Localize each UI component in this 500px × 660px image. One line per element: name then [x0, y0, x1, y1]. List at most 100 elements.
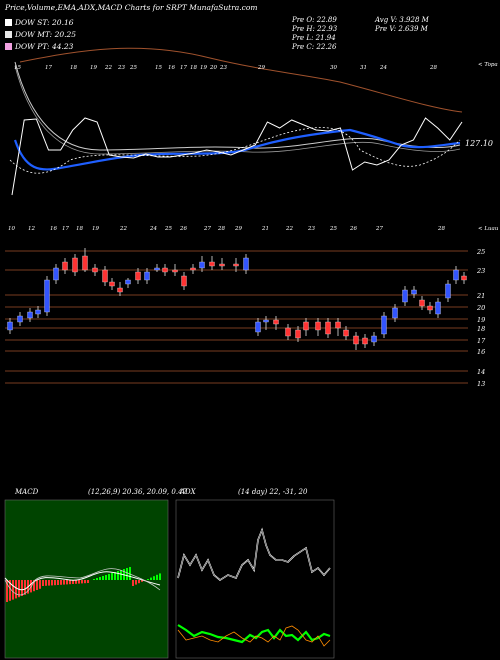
legend-dow-mt-label: DOW MT: 20.25: [15, 30, 77, 39]
macd-bar-positive: [102, 576, 104, 580]
macd-bar-positive: [105, 575, 107, 580]
level-label: 23: [476, 267, 485, 275]
date-label-bottom: 29: [234, 226, 242, 232]
candle-down: [315, 321, 321, 331]
macd-bar-positive: [117, 571, 119, 580]
candle-up: [435, 301, 441, 315]
date-label-top: 17: [180, 65, 187, 71]
prev-volume: Pre V: 2.639 M: [375, 25, 428, 33]
date-label-top: 30: [330, 65, 337, 71]
date-label-bottom: 19: [92, 226, 99, 232]
macd-bar-negative: [6, 580, 8, 602]
date-label-bottom: 10: [8, 226, 15, 232]
macd-bar-negative: [15, 580, 17, 599]
date-label-top: 19: [200, 65, 207, 71]
date-label-top: 16: [168, 65, 175, 71]
candle-up: [35, 309, 41, 315]
adx-line-inner: [177, 529, 331, 581]
date-label-bottom: 28: [437, 226, 445, 232]
macd-bar-negative: [72, 580, 74, 584]
date-label-top: 18: [190, 65, 197, 71]
date-label-bottom: 26: [349, 226, 357, 232]
date-labels-top: 15 17 18 19 22 23 25 15 16 17 18 19 20 23 29 30 31 24 28: [14, 65, 437, 71]
minus-di-line: [177, 625, 331, 647]
date-label-top: 24: [379, 65, 387, 71]
macd-bar-positive: [108, 574, 110, 580]
candle-down: [303, 321, 309, 331]
date-label-top: 29: [257, 65, 265, 71]
macd-bar-positive: [93, 579, 95, 580]
ema-short-line: [13, 128, 461, 171]
adx-title: ADX: [180, 488, 196, 496]
date-label-bottom: 21: [261, 226, 269, 232]
macd-background: [5, 500, 168, 658]
macd-bar-negative: [132, 580, 134, 586]
macd-bar-negative: [54, 580, 56, 586]
date-label-bottom: 24: [149, 226, 157, 232]
candle-down: [62, 261, 68, 271]
date-label-top: 23: [117, 65, 125, 71]
candle-up: [243, 257, 249, 271]
macd-bar-positive: [99, 577, 101, 580]
macd-bar-positive: [120, 570, 122, 580]
macd-bar-negative: [141, 580, 143, 582]
candle-down: [117, 287, 123, 293]
ema-top-label: < Topa: [478, 62, 498, 68]
macd-signal-line: [4, 568, 161, 596]
legend-dow-st: DOW ST: 20.16: [5, 18, 74, 27]
macd-bar-negative: [66, 580, 68, 585]
macd-title: MACD: [15, 488, 39, 496]
macd-bar-negative: [42, 580, 44, 586]
date-label-top: 15: [155, 65, 162, 71]
level-label: 16: [477, 348, 485, 356]
candle-up: [17, 315, 23, 323]
date-label-top: 17: [45, 65, 52, 71]
macd-bar-negative: [69, 580, 71, 585]
date-label-bottom: 22: [285, 226, 293, 232]
level-label: 13: [477, 380, 485, 388]
ema-mid-line-2: [14, 65, 461, 155]
candle-up: [453, 269, 459, 281]
macd-bar-negative: [12, 580, 14, 600]
adx-params: (14 day) 22, -31, 20: [238, 488, 308, 496]
candle-up: [255, 321, 261, 333]
macd-bar-positive: [114, 572, 116, 580]
candle-down: [219, 263, 225, 267]
date-label-bottom: 17: [62, 226, 69, 232]
candle-up: [154, 267, 160, 271]
macd-bar-negative: [51, 580, 53, 586]
candle-up: [263, 319, 269, 323]
prev-open: Pre O: 22.89: [292, 16, 337, 24]
macd-frame: [4, 499, 169, 659]
macd-bar-negative: [63, 580, 65, 585]
ema-long-line: [19, 47, 463, 113]
candle-down: [135, 271, 141, 281]
macd-bar-negative: [48, 580, 50, 586]
macd-bar-negative: [45, 580, 47, 586]
macd-bar-negative: [135, 580, 137, 585]
prev-close: Pre C: 22.26: [292, 43, 337, 51]
macd-bar-positive: [111, 573, 113, 580]
macd-bar-negative: [24, 580, 26, 595]
candle-down: [72, 257, 78, 273]
prev-low: Pre L: 21.94: [292, 34, 336, 42]
macd-bar-negative: [39, 580, 41, 589]
candle-down: [295, 329, 301, 339]
candle-up: [411, 289, 417, 295]
macd-bar-negative: [18, 580, 20, 598]
avg-volume: Avg V: 3.928 M: [375, 16, 429, 24]
date-label-top: 18: [70, 65, 77, 71]
date-label-top: 15: [14, 65, 21, 71]
macd-bar-positive: [96, 578, 98, 580]
legend-swatch-pt: [5, 43, 12, 50]
legend-dow-mt: DOW MT: 20.25: [5, 30, 76, 39]
date-label-top: 22: [104, 65, 112, 71]
macd-bar-negative: [87, 580, 89, 583]
dow-st-dashed-line: [9, 127, 461, 174]
candle-series: [7, 248, 467, 350]
date-label-top: 25: [129, 65, 137, 71]
candle-down: [419, 299, 425, 307]
legend-dow-pt: DOW PT: 44.23: [5, 42, 73, 51]
macd-bar-negative: [78, 580, 80, 584]
